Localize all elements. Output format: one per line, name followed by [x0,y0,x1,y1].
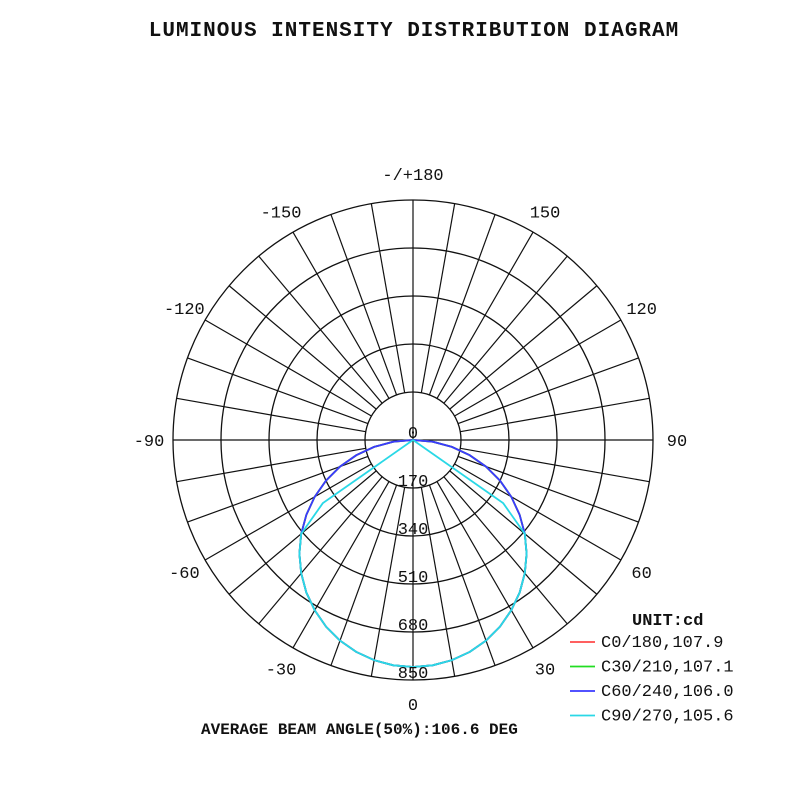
grid-spoke [457,455,639,523]
grid-spoke [454,319,622,417]
angle-tick-label: 150 [530,204,561,223]
grid-spoke [457,357,639,425]
chart-title: LUMINOUS INTENSITY DISTRIBUTION DIAGRAM [148,20,680,43]
legend-label: C90/270,105.6 [601,708,734,727]
unit-label: UNIT:cd [632,612,703,631]
grid-spoke [370,487,406,677]
angle-tick-label: -30 [266,662,297,681]
grid-spoke [176,397,366,433]
angle-tick-label: -60 [169,565,200,584]
angle-tick-label: 0 [408,697,418,716]
grid-spoke [292,481,390,649]
grid-spoke [443,255,568,404]
angle-tick-label: -/+180 [382,167,443,186]
grid-spoke [204,319,372,417]
grid-spoke [292,231,390,399]
grid-spoke [187,357,369,425]
grid-spoke [258,255,383,404]
angle-tick-label: -90 [134,433,165,452]
grid-spoke [428,214,496,396]
grid-spoke [420,203,456,393]
radial-tick-label: 170 [398,473,429,492]
radial-tick-label: 340 [398,521,429,540]
grid-spoke [370,203,406,393]
grid-spoke [258,476,383,625]
legend-label: C0/180,107.9 [601,634,723,653]
grid-spoke [449,285,598,410]
angle-tick-label: 90 [667,433,687,452]
angle-tick-label: 60 [631,565,651,584]
angle-tick-label: -120 [164,301,205,320]
grid-spoke [460,397,650,433]
axis-labels: -/+180 150 -150 120 -120 90 -90 60 -60 30 -30 0 0 170… [134,167,688,716]
grid-spoke [460,447,650,483]
grid-spoke [443,476,568,625]
angle-tick-label: 120 [626,301,657,320]
grid-spoke [420,487,456,677]
grid-spoke [428,484,496,666]
grid-spoke [228,285,377,410]
angle-tick-label: -150 [261,204,302,223]
grid-spoke [176,447,366,483]
beam-angle-label: AVERAGE BEAM ANGLE(50%):106.6 DEG [201,721,518,739]
radial-tick-label: 680 [398,617,429,636]
legend-label: C30/210,107.1 [601,659,734,678]
radial-tick-label: 0 [408,425,418,444]
series-curve [298,439,528,668]
grid-spoke [330,214,398,396]
grid-spoke [454,463,622,561]
intensity-curves [298,439,528,668]
radial-tick-label: 510 [398,569,429,588]
legend-label: C60/240,106.0 [601,683,734,702]
legend: UNIT:cd C0/180,107.9 C30/210,107.1 C60/240,… [570,612,734,727]
grid-spoke [436,481,534,649]
radial-tick-label: 850 [398,665,429,684]
grid-spoke [187,455,369,523]
angle-tick-label: 30 [535,662,555,681]
grid-spoke [204,463,372,561]
grid-spoke [330,484,398,666]
grid-spoke [436,231,534,399]
